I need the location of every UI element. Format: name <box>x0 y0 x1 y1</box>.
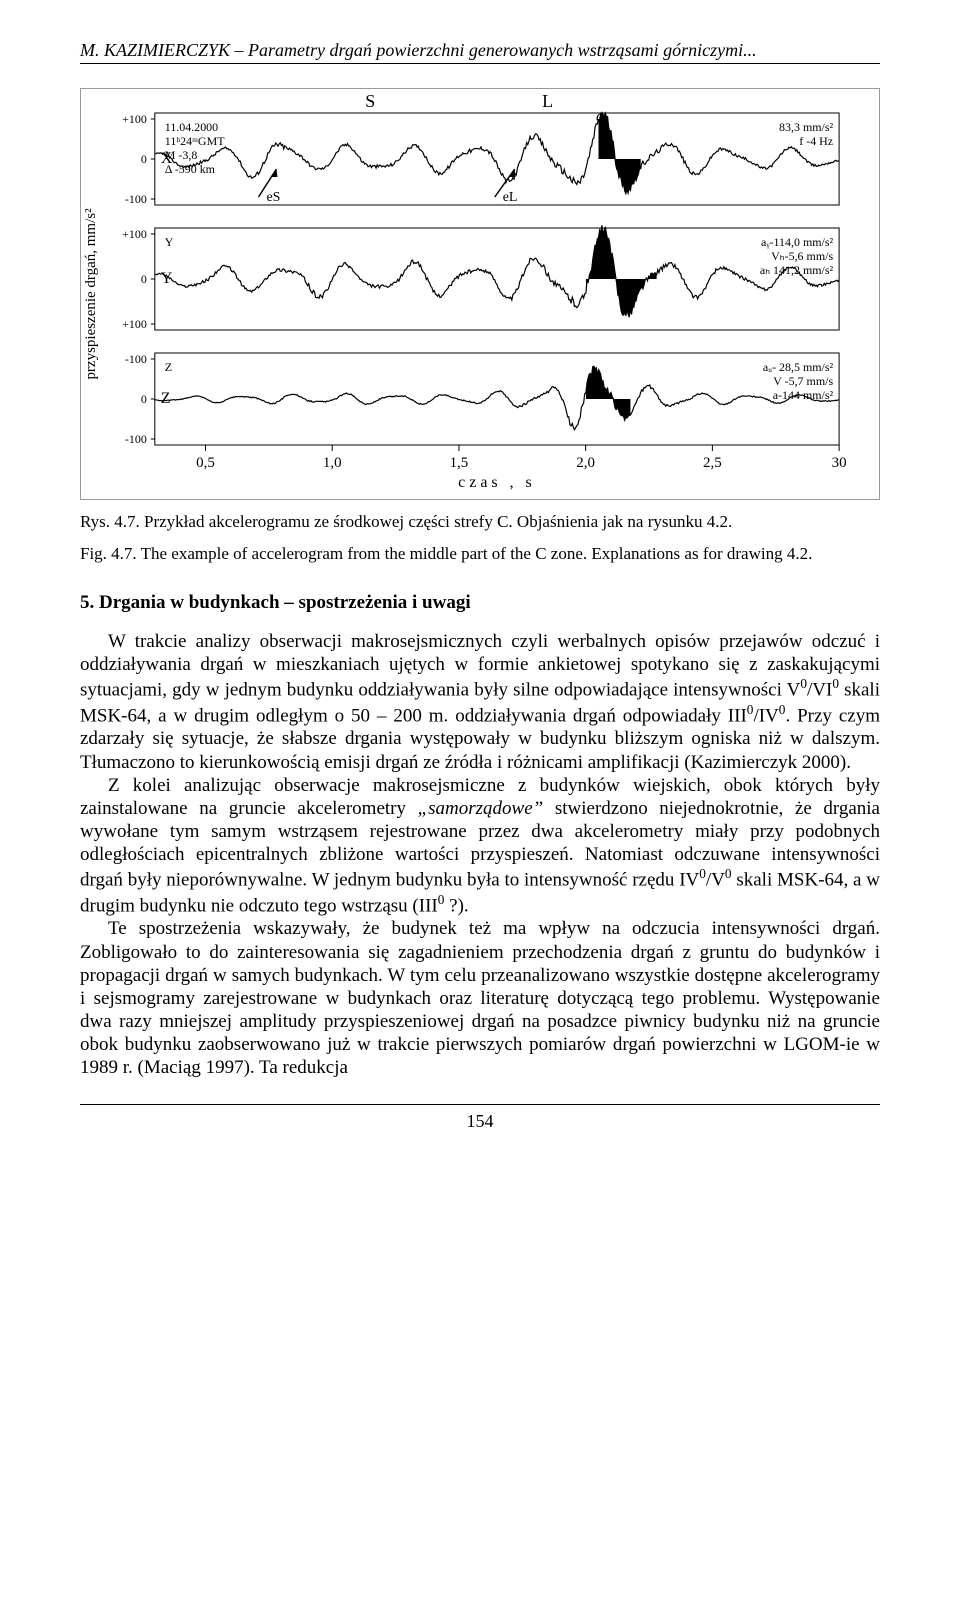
svg-text:S: S <box>365 91 375 111</box>
svg-text:eS: eS <box>266 190 280 205</box>
footer-rule <box>80 1104 880 1105</box>
p2-italic: „samorządowe” <box>418 798 544 819</box>
svg-text:czas , s: czas , s <box>458 474 536 491</box>
p1-seg-b: /VI <box>807 680 832 701</box>
svg-text:30: 30 <box>832 455 847 471</box>
svg-text:Z: Z <box>165 360 172 374</box>
svg-text:11.04.2000: 11.04.2000 <box>165 120 218 134</box>
svg-text:83,3 mm/s²: 83,3 mm/s² <box>779 120 833 134</box>
svg-text:Z: Z <box>161 390 171 407</box>
paragraph-2: Z kolei analizując obserwacje makrosejsm… <box>80 774 880 918</box>
svg-text:-100: -100 <box>125 432 147 446</box>
paragraph-3: Te spostrzeżenia wskazywały, że budynek … <box>80 917 880 1079</box>
svg-text:0: 0 <box>141 392 147 406</box>
svg-text:1,0: 1,0 <box>323 455 342 471</box>
page-number: 154 <box>80 1111 880 1132</box>
svg-text:aₕ 141,2 mm/s²: aₕ 141,2 mm/s² <box>760 263 834 277</box>
svg-text:a-144 mm/s²: a-144 mm/s² <box>773 388 834 402</box>
p2-seg-c: /V <box>706 870 725 891</box>
svg-text:-100: -100 <box>125 192 147 206</box>
accelerogram-figure: przyspieszenie drgań, mm/s² S L +100 0 -100 11… <box>80 88 880 500</box>
p1-seg-a: W trakcie analizy obserwacji makrosejsmi… <box>80 631 880 701</box>
svg-text:1,5: 1,5 <box>450 455 469 471</box>
svg-text:Y: Y <box>165 235 174 249</box>
svg-text:+100: +100 <box>122 227 147 241</box>
sup-0: 0 <box>725 866 732 881</box>
svg-text:2,5: 2,5 <box>703 455 722 471</box>
svg-text:0: 0 <box>141 152 147 166</box>
svg-text:aᵤ- 28,5 mm/s²: aᵤ- 28,5 mm/s² <box>763 360 834 374</box>
p1-seg-d: /IV <box>753 705 778 726</box>
svg-text:V -5,7 mm/s: V -5,7 mm/s <box>773 374 833 388</box>
svg-text:aₓ: aₓ <box>596 108 609 125</box>
svg-text:przyspieszenie drgań, mm/s²: przyspieszenie drgań, mm/s² <box>83 208 99 380</box>
svg-text:Y: Y <box>161 270 173 287</box>
page-header: M. KAZIMIERCZYK – Parametry drgań powier… <box>80 40 880 61</box>
header-rule <box>80 63 880 64</box>
svg-text:+100: +100 <box>122 317 147 331</box>
section-heading: 5. Drgania w budynkach – spostrzeżenia i… <box>80 592 880 614</box>
svg-text:Δ -590 km: Δ -590 km <box>165 162 216 176</box>
svg-text:L: L <box>542 91 553 111</box>
figure-caption-en: Fig. 4.7. The example of accelerogram fr… <box>80 544 880 564</box>
svg-text:2,0: 2,0 <box>576 455 595 471</box>
svg-text:11ʰ24ᵐGMT: 11ʰ24ᵐGMT <box>165 134 225 148</box>
svg-text:-100: -100 <box>125 352 147 366</box>
p2-seg-e: ?). <box>444 895 468 916</box>
paragraph-1: W trakcie analizy obserwacji makrosejsmi… <box>80 630 880 774</box>
svg-text:Vₕ-5,6 mm/s: Vₕ-5,6 mm/s <box>771 249 833 263</box>
svg-text:X: X <box>161 150 173 167</box>
sup-0: 0 <box>699 866 706 881</box>
sup-0: 0 <box>832 676 839 691</box>
svg-text:f -4 Hz: f -4 Hz <box>799 134 833 148</box>
svg-text:aᵧ-114,0 mm/s²: aᵧ-114,0 mm/s² <box>761 235 833 249</box>
svg-text:eL: eL <box>503 190 518 205</box>
figure-caption-pl: Rys. 4.7. Przykład akcelerogramu ze środ… <box>80 512 880 532</box>
svg-text:0: 0 <box>141 272 147 286</box>
svg-text:0,5: 0,5 <box>196 455 215 471</box>
svg-text:+100: +100 <box>122 112 147 126</box>
